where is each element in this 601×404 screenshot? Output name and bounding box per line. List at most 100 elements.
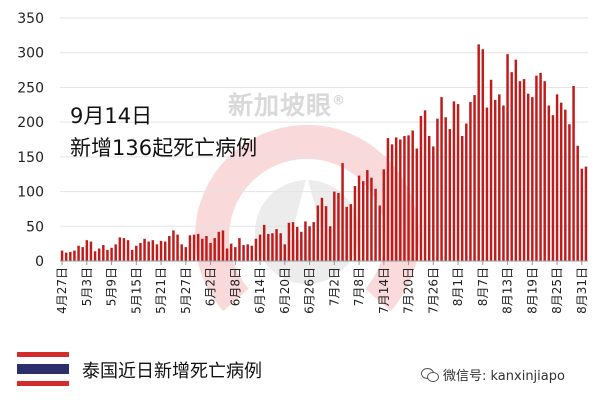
y-tick-label: 200 (17, 115, 44, 131)
bar (205, 236, 208, 261)
bar (172, 230, 175, 261)
y-tick-label: 150 (17, 150, 44, 166)
watermark-brand: 新加坡眼 (228, 91, 333, 120)
bar (357, 175, 361, 261)
bar (403, 136, 406, 261)
bar (440, 97, 443, 262)
bar (246, 244, 249, 261)
x-tick-label: 8月19日 (525, 267, 539, 314)
bar (279, 233, 282, 261)
wechat-icon (421, 367, 439, 382)
bar (452, 101, 456, 261)
bar (386, 138, 390, 261)
bar (328, 226, 332, 261)
bar (118, 237, 122, 261)
bar (93, 251, 97, 261)
bar (250, 245, 254, 261)
bar (444, 117, 447, 261)
bar (539, 72, 542, 261)
bar (477, 44, 480, 261)
bar (188, 235, 192, 261)
wechat-id: 微信号: kanxinjiapo (421, 365, 565, 384)
x-tick-label: 5月21日 (154, 267, 168, 314)
bar (411, 130, 414, 261)
thailand-flag-icon (17, 352, 69, 386)
bar (559, 102, 563, 261)
bar (300, 231, 303, 261)
bar (535, 75, 538, 261)
bar (267, 233, 270, 261)
bar (262, 224, 266, 261)
y-tick-label: 0 (35, 254, 44, 270)
bar (184, 247, 188, 261)
bar (221, 230, 225, 261)
bar (465, 123, 468, 261)
bar (225, 248, 229, 261)
bar (432, 146, 435, 261)
bar (353, 186, 357, 261)
bar (370, 177, 373, 261)
x-tick-label: 7月2日 (327, 267, 341, 306)
bar (312, 222, 315, 261)
bar (448, 129, 452, 261)
bar (122, 238, 126, 261)
bar (502, 105, 505, 261)
bar (64, 252, 68, 261)
bar (423, 110, 427, 261)
x-tick-label: 7月20日 (402, 267, 416, 314)
bar (324, 206, 328, 261)
bar (176, 234, 179, 261)
x-tick-label: 8月1日 (451, 267, 465, 306)
bar (114, 244, 117, 261)
bar (135, 245, 138, 261)
bar (271, 233, 274, 261)
bar (77, 245, 80, 261)
x-tick-label: 6月20日 (278, 267, 292, 314)
x-tick-label: 6月26日 (303, 267, 317, 314)
bars (60, 44, 588, 262)
bar (168, 236, 171, 261)
x-tick-label: 7月26日 (426, 267, 440, 314)
bar (518, 81, 522, 262)
bar (234, 247, 237, 261)
x-tick-label: 9月6日 (600, 267, 601, 306)
bar (110, 247, 113, 261)
bar (555, 94, 559, 262)
bar (522, 79, 526, 261)
bar (81, 247, 84, 261)
bar (543, 81, 546, 262)
y-tick-label: 350 (17, 11, 44, 27)
x-tick-label: 4月27日 (55, 267, 69, 314)
bar (436, 118, 439, 261)
bar (510, 72, 513, 262)
bar (506, 54, 509, 261)
bar (163, 241, 167, 261)
x-tick-label: 6月8日 (228, 267, 242, 306)
bar (217, 231, 221, 261)
bar (213, 238, 216, 261)
bar (333, 191, 336, 261)
bar (238, 238, 241, 261)
bar (258, 234, 262, 261)
bar (320, 197, 324, 261)
bar (415, 148, 419, 261)
bar (308, 226, 311, 261)
bar (469, 102, 472, 261)
bar (456, 104, 460, 261)
y-tick-label: 300 (17, 46, 44, 62)
x-tick-label: 8月25日 (550, 267, 564, 314)
bar (73, 250, 76, 261)
bar (473, 95, 476, 261)
bar (155, 244, 159, 261)
bar (85, 240, 89, 261)
bar (316, 205, 320, 261)
bar (69, 251, 72, 261)
x-tick-label: 8月31日 (575, 267, 589, 314)
y-tick-label: 50 (26, 219, 44, 235)
bar (366, 170, 369, 261)
x-tick-label: 7月14日 (377, 267, 391, 314)
bar (201, 238, 204, 261)
bar (481, 49, 485, 261)
bar (242, 245, 245, 261)
